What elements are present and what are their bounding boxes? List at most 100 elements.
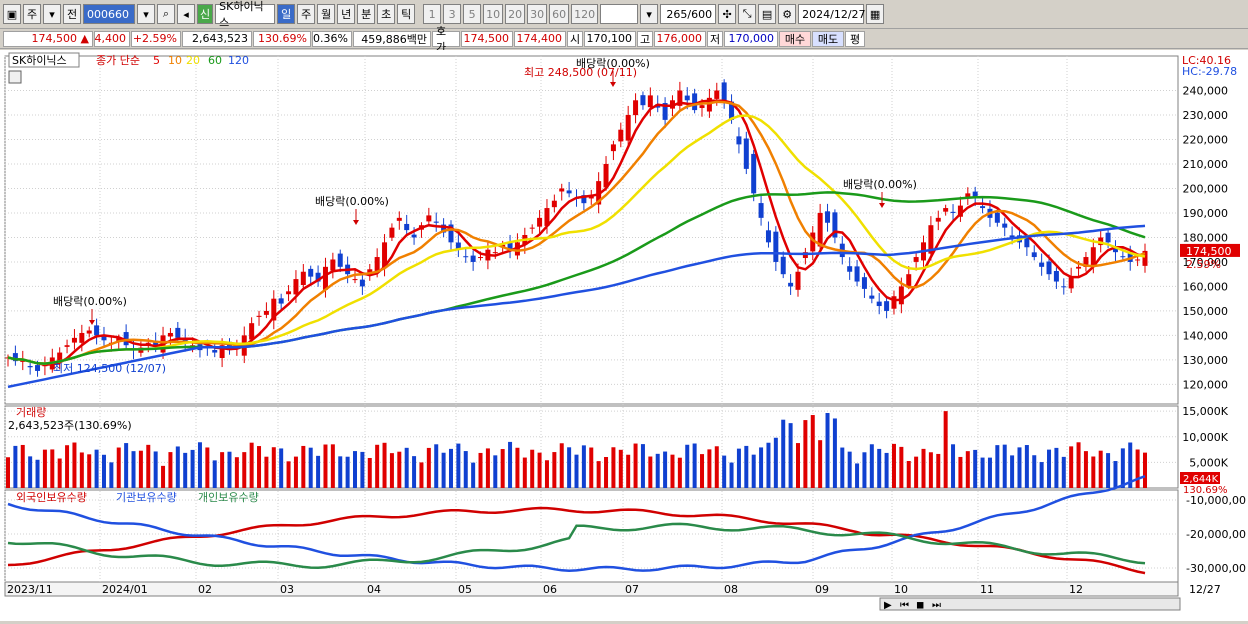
- institution-holdings-line: [7, 475, 1146, 572]
- volume-bar: [626, 454, 631, 488]
- volume-bar: [345, 456, 350, 488]
- volume-bar: [604, 457, 609, 488]
- candle-body: [618, 129, 624, 142]
- volume-bar: [522, 457, 527, 488]
- open-label: 시: [569, 32, 581, 46]
- volume-bar: [692, 443, 697, 488]
- volume-bar: [751, 454, 756, 488]
- volume-bar: [375, 444, 380, 488]
- candle-body: [1046, 261, 1052, 275]
- candle-body: [1105, 232, 1111, 243]
- chart-svg[interactable]: 240,000 230,000 220,000 210,000 200,000 190,0…: [0, 50, 1248, 621]
- volume-bar: [677, 457, 682, 488]
- code-input[interactable]: 000660: [83, 4, 135, 24]
- dropdown-icon[interactable]: ▾: [43, 4, 61, 24]
- code-dropdown-icon[interactable]: ▾: [137, 4, 155, 24]
- stock-name: SK하이닉스: [219, 0, 264, 29]
- period-tab-3[interactable]: 년: [337, 4, 356, 24]
- candle-body: [736, 136, 742, 145]
- count-field[interactable]: 265/600: [660, 4, 717, 24]
- volume-bar: [404, 447, 409, 488]
- candle-body: [226, 341, 232, 351]
- candle-body: [411, 234, 417, 238]
- volume-bar: [1069, 446, 1074, 488]
- candle-body: [810, 232, 816, 252]
- period-tab-0[interactable]: 일: [277, 4, 296, 24]
- vol-last-label: 2,644K: [1183, 474, 1219, 485]
- interval-tab-120[interactable]: 120: [571, 4, 599, 24]
- period-tab-6[interactable]: 틱: [397, 4, 416, 24]
- buy-button[interactable]: 매수: [779, 30, 811, 47]
- window-icon[interactable]: ▣: [3, 4, 21, 24]
- interval-tab-10[interactable]: 10: [483, 4, 504, 24]
- interval-tab-5[interactable]: 5: [463, 4, 482, 24]
- x-tick-label: 10: [894, 583, 908, 596]
- volume-bar: [574, 454, 579, 488]
- candle-body: [64, 345, 70, 347]
- date-field[interactable]: 2024/12/27: [798, 4, 866, 24]
- save-icon[interactable]: ▤: [758, 4, 777, 24]
- sell-button[interactable]: 매도: [812, 30, 844, 47]
- period-type-select[interactable]: 주: [23, 4, 41, 24]
- volume-bar: [544, 460, 549, 488]
- high-label-cell: 고: [637, 30, 653, 47]
- code-value: 000660: [87, 7, 129, 21]
- volume-bar: [50, 449, 55, 488]
- period-tab-2[interactable]: 월: [317, 4, 336, 24]
- volume-bar: [161, 465, 166, 488]
- candle-body: [382, 242, 388, 268]
- interval-tab-1[interactable]: 1: [423, 4, 442, 24]
- volume-bar: [530, 449, 535, 488]
- volume-bar: [190, 449, 195, 488]
- calendar-icon[interactable]: ▦: [866, 4, 885, 24]
- eval-button[interactable]: 평: [845, 30, 865, 47]
- y-tick-label: 190,000: [1183, 207, 1229, 220]
- interval-custom-input[interactable]: [600, 4, 639, 24]
- lc-label: LC:40.16: [1182, 54, 1231, 67]
- interval-dropdown-icon[interactable]: ▾: [640, 4, 659, 24]
- volume-bar: [825, 413, 830, 488]
- volume-bar: [249, 442, 254, 488]
- chart-area[interactable]: 240,000 230,000 220,000 210,000 200,000 190,0…: [0, 50, 1248, 621]
- period-tab-5[interactable]: 초: [377, 4, 396, 24]
- speaker-icon[interactable]: ◂: [177, 4, 195, 24]
- holdings-tick-label: -20,000,00: [1186, 528, 1246, 541]
- candle-body: [743, 138, 749, 169]
- volume-bar: [1091, 456, 1096, 488]
- interval-tab-20[interactable]: 20: [505, 4, 526, 24]
- candle-body: [684, 95, 690, 101]
- candle-body: [1098, 237, 1104, 246]
- volume-bar: [448, 448, 453, 488]
- draw-tool-icon[interactable]: ⤡: [738, 4, 757, 24]
- period-tab-4[interactable]: 분: [357, 4, 376, 24]
- volume-bar: [434, 444, 439, 488]
- candle-body: [35, 365, 41, 371]
- candle-body: [433, 221, 439, 223]
- candle-body: [677, 90, 683, 106]
- volume-bar: [884, 452, 889, 488]
- dividend-annotation: 배당락(0.00%): [315, 195, 389, 208]
- interval-tab-60[interactable]: 60: [549, 4, 570, 24]
- volume-bar: [1017, 447, 1022, 488]
- volume-bar: [589, 447, 594, 488]
- interval-tabs: 1 3 5 10 20 30 60 120: [423, 4, 600, 24]
- candle-body: [588, 195, 594, 199]
- interval-tab-3[interactable]: 3: [443, 4, 462, 24]
- volume-bar: [330, 444, 335, 488]
- prev-button[interactable]: 전: [63, 4, 81, 24]
- search-icon[interactable]: ⌕: [157, 4, 175, 24]
- dividend-annotation: 배당락(0.00%): [576, 57, 650, 70]
- gear-icon[interactable]: ⚙: [778, 4, 797, 24]
- volume-bar: [1143, 452, 1147, 488]
- candle-body: [286, 291, 292, 295]
- candle-body: [773, 231, 779, 262]
- candle-body: [1024, 237, 1030, 248]
- interval-tab-30[interactable]: 30: [527, 4, 548, 24]
- vol-last-tag: [1180, 472, 1220, 484]
- x-tick-label: 11: [980, 583, 994, 596]
- period-tab-1[interactable]: 주: [297, 4, 316, 24]
- chart-tools-icon[interactable]: ✣: [718, 4, 737, 24]
- count-max: /600: [687, 7, 713, 21]
- volume-bar: [906, 461, 911, 488]
